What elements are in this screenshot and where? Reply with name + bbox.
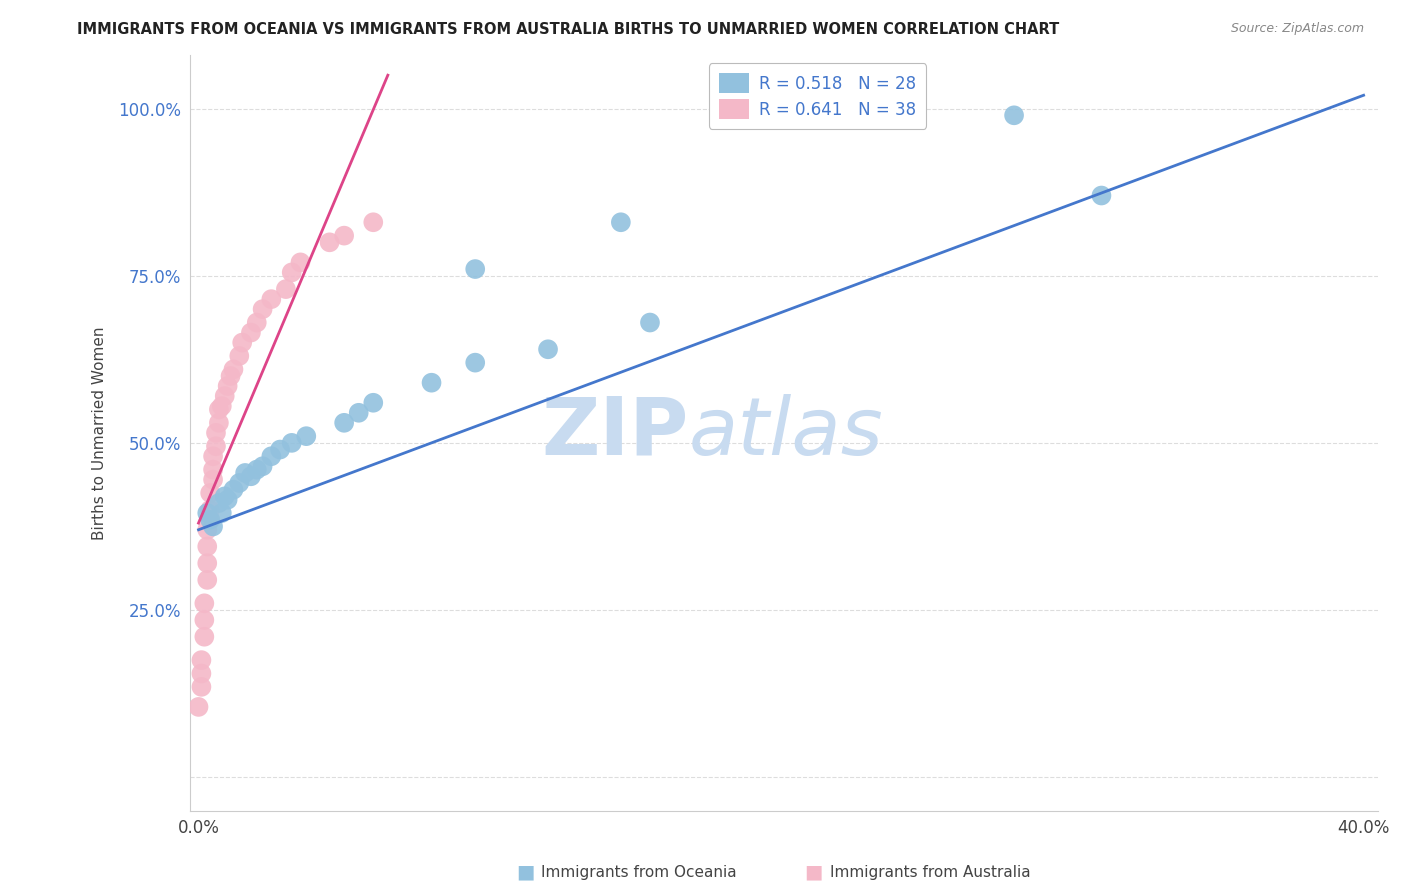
Legend: R = 0.518   N = 28, R = 0.641   N = 38: R = 0.518 N = 28, R = 0.641 N = 38 <box>709 63 927 128</box>
Point <box>228 349 250 363</box>
Point <box>193 613 215 627</box>
Point <box>222 362 245 376</box>
Point <box>252 302 274 317</box>
Point <box>211 399 233 413</box>
Point <box>274 282 297 296</box>
Point <box>202 449 225 463</box>
Point <box>195 506 218 520</box>
Point <box>190 653 212 667</box>
Point <box>208 416 231 430</box>
Point <box>211 506 233 520</box>
Point <box>246 462 269 476</box>
Point <box>208 402 231 417</box>
Point <box>252 459 274 474</box>
Point <box>233 466 256 480</box>
Text: Immigrants from Oceania: Immigrants from Oceania <box>541 865 737 880</box>
Point <box>333 416 356 430</box>
Point <box>205 439 228 453</box>
Text: atlas: atlas <box>689 394 883 472</box>
Point <box>208 496 231 510</box>
Point <box>198 513 221 527</box>
Point <box>198 513 221 527</box>
Text: ■: ■ <box>804 863 823 882</box>
Point <box>195 556 218 570</box>
Point <box>361 215 384 229</box>
Point <box>214 389 236 403</box>
Point <box>1090 188 1112 202</box>
Point <box>202 473 225 487</box>
Point <box>1002 108 1025 122</box>
Point <box>195 540 218 554</box>
Point <box>202 462 225 476</box>
Point <box>219 369 242 384</box>
Text: ZIP: ZIP <box>541 394 689 472</box>
Point <box>205 425 228 440</box>
Point <box>190 680 212 694</box>
Point <box>638 316 661 330</box>
Point <box>610 215 633 229</box>
Text: IMMIGRANTS FROM OCEANIA VS IMMIGRANTS FROM AUSTRALIA BIRTHS TO UNMARRIED WOMEN C: IMMIGRANTS FROM OCEANIA VS IMMIGRANTS FR… <box>77 22 1060 37</box>
Point <box>187 700 209 714</box>
Point <box>464 262 486 277</box>
Point <box>214 489 236 503</box>
Point <box>193 596 215 610</box>
Point <box>280 265 302 279</box>
Point <box>231 335 253 350</box>
Point <box>290 255 312 269</box>
Point <box>239 469 262 483</box>
Point <box>202 519 225 533</box>
Point <box>198 486 221 500</box>
Point <box>318 235 340 250</box>
Point <box>217 379 239 393</box>
Point <box>239 326 262 340</box>
Point <box>195 573 218 587</box>
Y-axis label: Births to Unmarried Women: Births to Unmarried Women <box>93 326 107 540</box>
Point <box>228 475 250 490</box>
Point <box>464 356 486 370</box>
Point <box>280 435 302 450</box>
Point <box>420 376 443 390</box>
Point <box>260 292 283 306</box>
Point <box>246 316 269 330</box>
Point <box>195 523 218 537</box>
Text: Immigrants from Australia: Immigrants from Australia <box>830 865 1031 880</box>
Point <box>217 492 239 507</box>
Point <box>333 228 356 243</box>
Point <box>347 406 370 420</box>
Point <box>222 483 245 497</box>
Point <box>295 429 318 443</box>
Point <box>190 666 212 681</box>
Point <box>193 630 215 644</box>
Point <box>269 442 291 457</box>
Point <box>537 343 560 357</box>
Text: Source: ZipAtlas.com: Source: ZipAtlas.com <box>1230 22 1364 36</box>
Point <box>361 396 384 410</box>
Point <box>198 502 221 516</box>
Text: ■: ■ <box>516 863 534 882</box>
Point <box>260 449 283 463</box>
